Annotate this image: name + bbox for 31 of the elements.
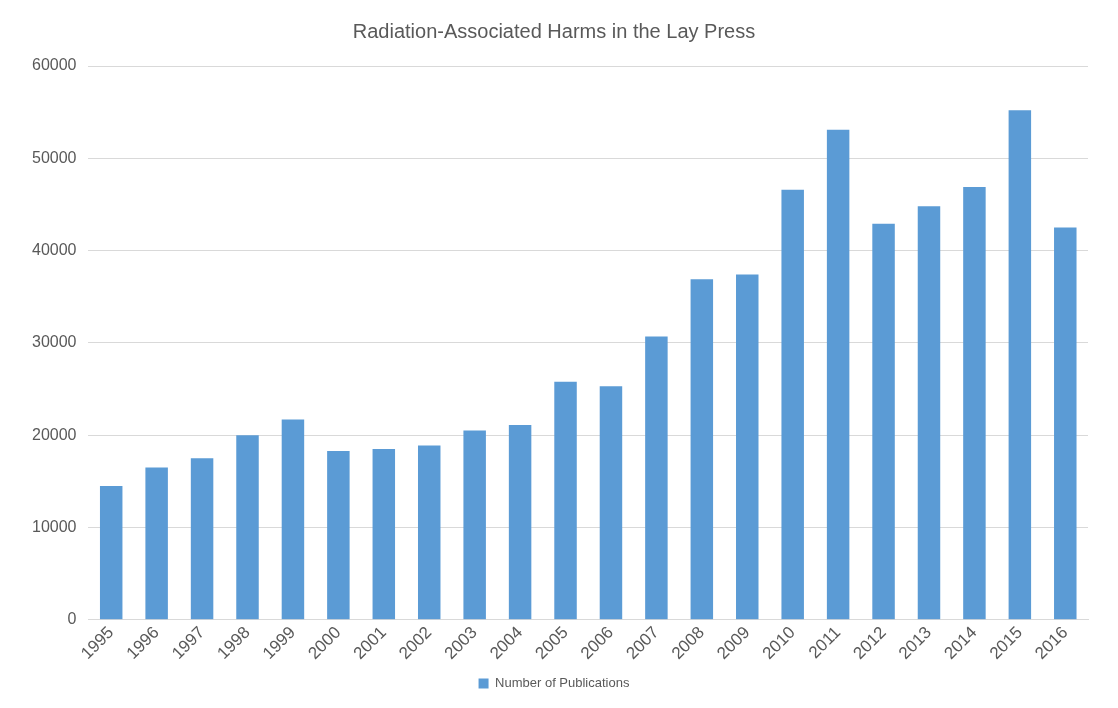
bar [1008, 110, 1032, 620]
bar [190, 458, 214, 620]
y-tick-label: 60000 [31, 56, 77, 74]
bar [826, 129, 850, 620]
bar [1054, 227, 1077, 620]
y-tick-label: 30000 [31, 333, 77, 351]
legend-label: Number of Publications [495, 675, 630, 691]
bar [281, 419, 305, 620]
bar [917, 206, 941, 620]
bar [236, 435, 259, 620]
bar [690, 279, 714, 620]
y-tick-label: 20000 [31, 425, 77, 443]
bar [99, 485, 123, 620]
bar [599, 386, 623, 620]
bar [963, 186, 986, 620]
bar [417, 445, 441, 620]
bar [145, 467, 168, 620]
bar [645, 336, 668, 620]
bar [508, 425, 532, 620]
bar [327, 450, 350, 620]
chart-title: Radiation-Associated Harms in the Lay Press [352, 19, 756, 42]
bar [781, 189, 804, 620]
bar [372, 449, 396, 620]
y-tick-label: 40000 [31, 241, 77, 259]
bar [554, 381, 577, 620]
y-tick-label: 0 [67, 610, 77, 628]
bar [736, 274, 759, 620]
y-tick-label: 50000 [31, 148, 77, 166]
bar [872, 223, 895, 620]
bar [463, 430, 486, 620]
y-tick-label: 10000 [31, 517, 77, 535]
